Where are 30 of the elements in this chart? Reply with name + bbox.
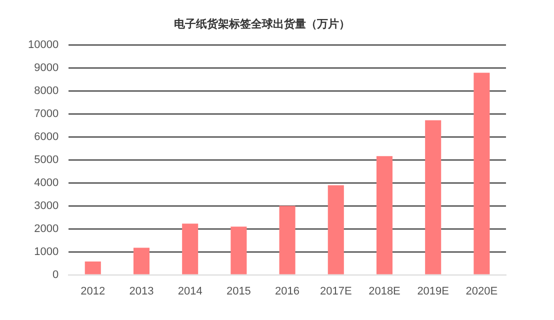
x-tick-label: 2013 <box>129 285 154 298</box>
bar <box>279 206 296 274</box>
y-tick-label: 8000 <box>34 85 59 98</box>
y-tick-label: 7000 <box>34 108 59 120</box>
x-tick-label: 2020E <box>466 285 498 298</box>
y-tick-label: 9000 <box>34 62 59 74</box>
x-tick-label: 2019E <box>417 285 450 298</box>
bar <box>230 226 247 274</box>
bar <box>84 261 101 274</box>
bar <box>376 156 393 274</box>
bar <box>133 248 150 274</box>
x-tick-label: 2018E <box>368 285 400 298</box>
y-tick-label: 4000 <box>34 176 59 189</box>
y-tick-label: 10000 <box>28 39 59 52</box>
x-tick-label: 2014 <box>178 285 202 298</box>
chart-title: 电子纸货架标签全球出货量（万片） <box>174 18 350 31</box>
x-tick-label: 2016 <box>275 285 300 298</box>
y-tick-label: 2000 <box>34 222 59 235</box>
bar <box>425 120 442 274</box>
y-tick-label: 1000 <box>34 246 59 258</box>
x-tick-label: 2012 <box>80 285 106 298</box>
y-tick-label: 6000 <box>34 131 59 144</box>
y-tick-label: 5000 <box>34 154 59 166</box>
y-tick-label: 3000 <box>34 200 59 212</box>
x-tick-label: 2017E <box>320 285 352 298</box>
bar <box>182 224 198 274</box>
y-tick-label: 0 <box>52 268 59 281</box>
bar <box>328 185 344 274</box>
bar <box>474 72 490 274</box>
x-tick-label: 2015 <box>226 285 251 298</box>
